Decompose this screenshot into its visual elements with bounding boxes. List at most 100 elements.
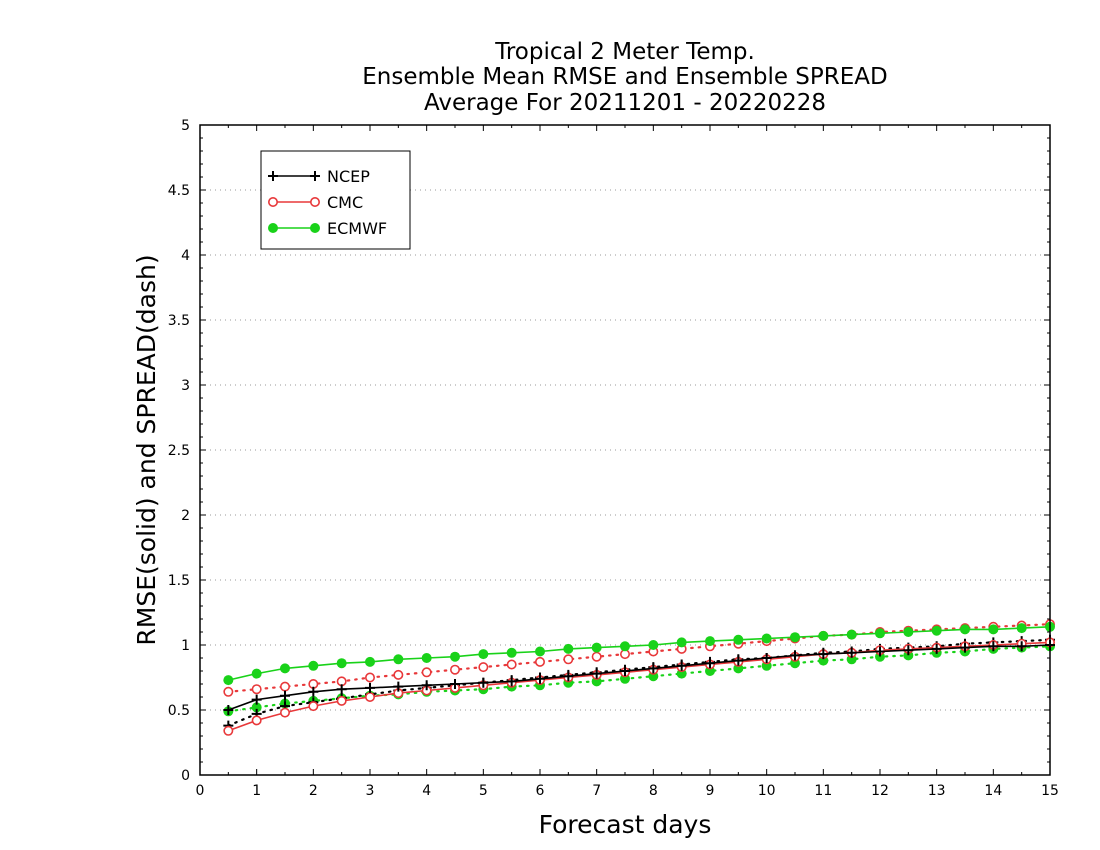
data-point [988,624,999,635]
data-point [251,715,262,726]
x-tick-label: 3 [366,783,375,799]
data-point [620,666,630,676]
legend-marker [310,171,320,181]
data-point [506,647,517,658]
data-point [648,640,659,650]
data-point [960,642,970,653]
x-tick-label: 10 [758,783,776,799]
y-tick-label: 1 [181,638,190,654]
legend-marker [268,223,278,233]
data-point [421,653,432,663]
legend-label: ECMWF [327,219,387,238]
data-point [251,684,262,695]
x-tick-label: 12 [871,783,889,799]
y-tick-label: 1.5 [168,573,190,589]
data-point [676,637,687,648]
series-ncep-rmse [223,640,1055,715]
data-point [1016,641,1027,652]
x-tick-label: 0 [196,783,205,799]
x-tick-label: 1 [252,783,261,799]
data-point [563,643,574,654]
data-point [223,675,234,686]
data-point [960,624,970,635]
data-point [365,682,375,693]
data-point [223,725,234,736]
data-point [308,686,319,697]
data-point [365,656,375,667]
data-point [308,660,319,671]
x-tick-label: 14 [984,783,1002,799]
y-tick-label: 3.5 [168,313,190,329]
y-tick-label: 5 [181,118,190,134]
data-point [591,651,602,662]
data-point [450,679,460,689]
chart-title: Tropical 2 Meter Temp. Ensemble Mean RMS… [362,39,887,116]
data-point [988,641,999,652]
data-point [393,654,404,665]
data-point [478,677,489,688]
y-axis: 0 0.5 1 1.5 2 2.5 3 3.5 4 4.5 5 [168,118,1050,784]
data-point [875,646,885,657]
data-point [336,658,347,669]
x-axis: 0 1 2 3 4 5 6 7 8 9 10 11 12 13 14 15 [196,125,1059,799]
data-point [308,701,319,712]
x-tick-label: 11 [814,783,832,799]
data-point [280,663,290,674]
data-point [506,676,517,687]
legend-marker [309,197,320,208]
data-point [931,625,942,636]
data-point [364,672,375,683]
data-point [620,641,630,652]
data-point [761,653,772,663]
x-tick-label: 8 [649,783,658,799]
series-line [227,623,1052,693]
data-point [449,664,460,675]
x-tick-label: 6 [536,783,545,799]
data-point [393,681,404,692]
data-point [931,643,942,654]
y-tick-label: 0.5 [168,703,190,719]
legend-label: NCEP [327,167,370,186]
legend-box [260,150,411,250]
y-tick-label: 2.5 [168,443,190,459]
y-tick-label: 4.5 [168,183,190,199]
x-tick-label: 7 [592,783,601,799]
data-point [733,655,744,666]
x-tick-label: 15 [1041,783,1059,799]
data-point [336,695,347,706]
legend-entry-ncep: NCEP [268,167,370,186]
data-point [251,702,262,713]
data-point [279,707,290,718]
data-point [364,691,375,702]
data-point [676,660,687,671]
series-line [227,645,1052,713]
data-point [478,662,489,673]
data-point [846,629,857,640]
data-point [761,633,772,644]
data-point [903,627,914,637]
data-point [563,654,574,665]
x-tick-label: 2 [309,783,318,799]
title-line-3: Average For 20211201 - 20220228 [424,90,826,116]
legend: NCEP CMC ECMWF [260,150,411,250]
data-point [223,686,234,697]
data-point [336,684,347,695]
title-line-2: Ensemble Mean RMSE and Ensemble SPREAD [362,64,887,90]
series-line [228,641,1051,732]
title-line-1: Tropical 2 Meter Temp. [494,39,755,65]
legend-marker [268,171,278,181]
x-tick-label: 9 [706,783,715,799]
data-point [393,669,404,680]
x-axis-label: Forecast days [539,810,712,839]
data-point [280,690,290,701]
data-point [790,632,800,643]
data-point [705,658,715,669]
y-tick-label: 0 [181,768,190,784]
x-tick-label: 5 [479,783,488,799]
data-point [251,668,262,679]
data-point [563,671,574,682]
data-point [591,642,602,653]
data-point [1016,623,1027,634]
data-point [733,634,744,645]
